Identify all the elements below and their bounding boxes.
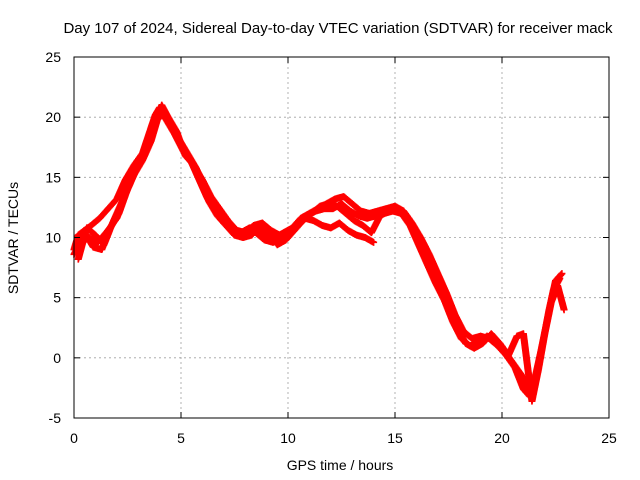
- chart-title: Day 107 of 2024, Sidereal Day-to-day VTE…: [63, 20, 613, 37]
- y-tick-label: -5: [49, 410, 62, 426]
- x-tick-label: 0: [70, 430, 78, 446]
- x-axis-label: GPS time / hours: [287, 457, 394, 473]
- y-axis-label: SDTVAR / TECUs: [5, 182, 21, 294]
- ticks: 0 5 10 15 20 25 -5 0 5 10 15 20 25: [45, 49, 617, 446]
- y-tick-label: 5: [53, 290, 61, 306]
- x-tick-label: 10: [280, 430, 296, 446]
- y-tick-label: 10: [45, 230, 61, 246]
- y-tick-label: 0: [53, 350, 61, 366]
- data-point: [370, 238, 378, 246]
- x-tick-label: 25: [601, 430, 617, 446]
- data-point: [558, 270, 566, 278]
- x-tick-label: 5: [177, 430, 185, 446]
- data-point: [556, 274, 564, 282]
- y-tick-label: 25: [45, 49, 61, 65]
- y-tick-label: 15: [45, 169, 61, 185]
- x-tick-label: 20: [494, 430, 510, 446]
- x-tick-label: 15: [387, 430, 403, 446]
- series-track-d: [74, 101, 378, 263]
- data-point: [560, 306, 568, 314]
- y-tick-label: 20: [45, 109, 61, 125]
- series-layer: [70, 101, 568, 405]
